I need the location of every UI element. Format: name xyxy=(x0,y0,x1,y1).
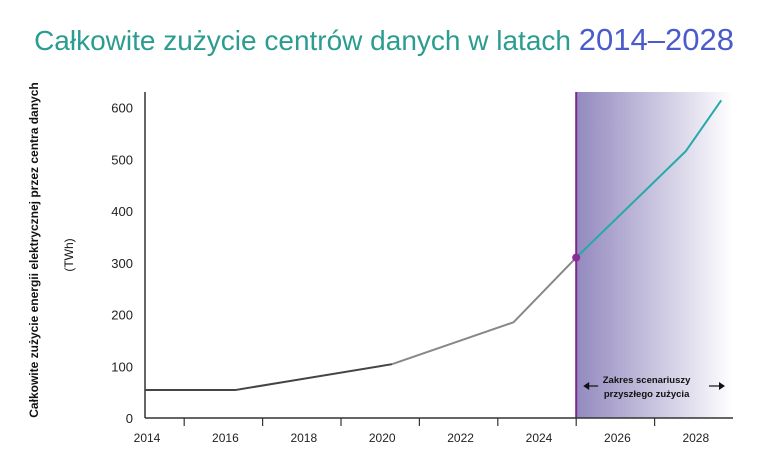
y-axis-label: Całkowite zużycie energii elektrycznej p… xyxy=(27,82,76,417)
x-tick-label: 2018 xyxy=(290,431,317,445)
series-line xyxy=(391,256,577,366)
x-tick-label: 2020 xyxy=(369,431,396,445)
x-tick-label: 2024 xyxy=(526,431,553,445)
y-tick-label: 500 xyxy=(111,152,133,167)
chart-title-years: 2014–2028 xyxy=(578,22,734,57)
y-axis-label-line2: (TWh) xyxy=(62,238,76,271)
series-line xyxy=(575,99,723,259)
y-tick-labels: 0 100 200 300 400 500 600 xyxy=(111,101,133,426)
y-axis-label-line1: Całkowite zużycie energii elektrycznej p… xyxy=(27,82,41,417)
y-tick-label: 400 xyxy=(111,204,133,219)
x-tick-label: 2022 xyxy=(447,431,474,445)
x-tick-label: 2014 xyxy=(134,431,161,445)
scenario-region xyxy=(576,92,733,418)
y-tick-label: 300 xyxy=(111,256,133,271)
chart-title: Całkowite zużycie centrów danych w latac… xyxy=(0,22,768,58)
x-tick-label: 2016 xyxy=(212,431,239,445)
x-tick-labels: 2014 2016 2018 2020 2022 2024 2026 2028 xyxy=(134,418,709,445)
y-tick-label: 0 xyxy=(126,411,133,426)
transition-marker xyxy=(572,253,581,262)
x-tick-label: 2028 xyxy=(682,431,709,445)
arrow-left-icon xyxy=(583,382,590,390)
series-line xyxy=(145,363,393,392)
y-tick-label: 200 xyxy=(111,308,133,323)
x-tick-label: 2026 xyxy=(604,431,631,445)
y-tick-label: 600 xyxy=(111,101,133,116)
scenario-annotation: Zakres scenariuszy przyszłego zużycia xyxy=(583,375,725,400)
scenario-label-line2: przyszłego zużycia xyxy=(604,389,690,400)
series-lines xyxy=(145,99,723,392)
scenario-label-line1: Zakres scenariuszy xyxy=(603,375,691,386)
y-tick-label: 100 xyxy=(111,359,133,374)
chart-title-main: Całkowite zużycie centrów danych w latac… xyxy=(34,25,571,56)
arrow-right-icon xyxy=(719,382,725,390)
